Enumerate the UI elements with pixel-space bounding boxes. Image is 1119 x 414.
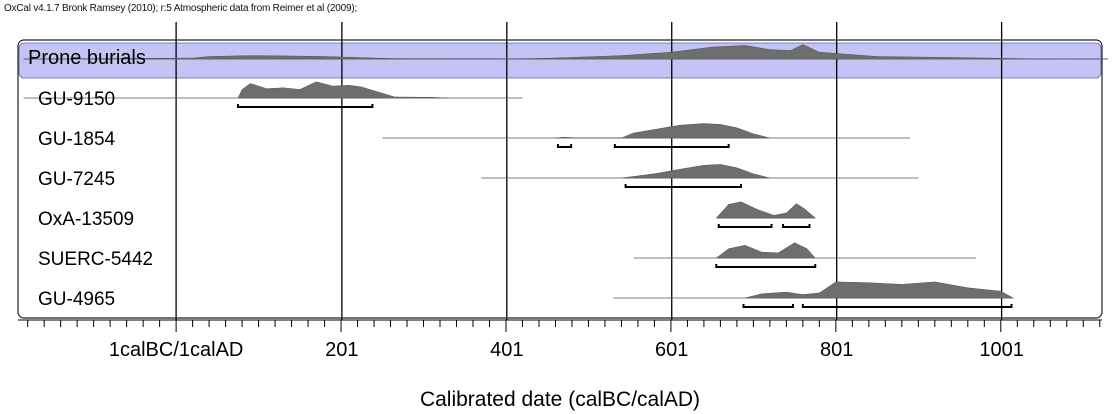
hpd-range-1: [782, 224, 811, 228]
hpd-range-0: [717, 224, 773, 228]
tick-label-4: 801: [820, 339, 853, 361]
probability-distribution: [745, 281, 1014, 299]
phase-highlight-band: [18, 42, 1102, 79]
phase-label: Prone burials: [28, 47, 146, 69]
sample-row-gu-7245: GU-7245: [38, 164, 919, 190]
sample-rows: Prone burials GU-9150 GU-1854 GU-7245 OxA-13…: [23, 44, 1109, 310]
probability-distribution: [715, 242, 816, 259]
tick-label-2: 401: [490, 339, 523, 361]
probability-distribution: [621, 164, 770, 179]
hpd-range-0: [624, 184, 743, 188]
phase-row: Prone burials: [23, 44, 1109, 69]
vertical-gridlines: [175, 22, 1003, 320]
sample-row-gu-4965: GU-4965: [38, 281, 1014, 310]
sample-row-oxa-13509: OxA-13509: [38, 201, 816, 230]
hpd-range-1: [801, 304, 1013, 308]
tick-label-3: 601: [655, 339, 688, 361]
probability-distribution: [23, 44, 1109, 60]
probability-distribution: [555, 123, 770, 139]
sample-label: OxA-13509: [38, 209, 134, 230]
hpd-range-0: [556, 144, 573, 148]
hpd-range-0: [236, 104, 374, 108]
hpd-range-0: [715, 264, 817, 268]
sample-label: GU-7245: [38, 169, 115, 190]
tick-label-0: 1calBC/1calAD: [109, 339, 244, 361]
probability-distribution: [715, 201, 816, 219]
sample-label: GU-1854: [38, 129, 116, 150]
oxcal-header: OxCal v4.1.7 Bronk Ramsey (2010); r:5 At…: [4, 3, 358, 14]
x-axis: 1calBC/1calAD 201 401 601 801 1001: [18, 319, 1102, 361]
sample-label: GU-4965: [38, 289, 115, 310]
plot-frame: [17, 39, 1103, 319]
hpd-range-0: [742, 304, 794, 308]
tick-label-5: 1001: [979, 339, 1024, 361]
hpd-range-1: [613, 144, 730, 148]
tick-label-1: 201: [325, 339, 358, 361]
sample-row-gu-9150: GU-9150: [23, 81, 523, 110]
x-axis-title: Calibrated date (calBC/calAD): [420, 388, 700, 411]
sample-label: GU-9150: [38, 89, 115, 110]
probability-distribution: [237, 81, 449, 99]
sample-row-suerc-5442: SUERC-5442: [38, 242, 977, 270]
sample-label: SUERC-5442: [38, 249, 153, 270]
sample-row-gu-1854: GU-1854: [38, 123, 911, 150]
